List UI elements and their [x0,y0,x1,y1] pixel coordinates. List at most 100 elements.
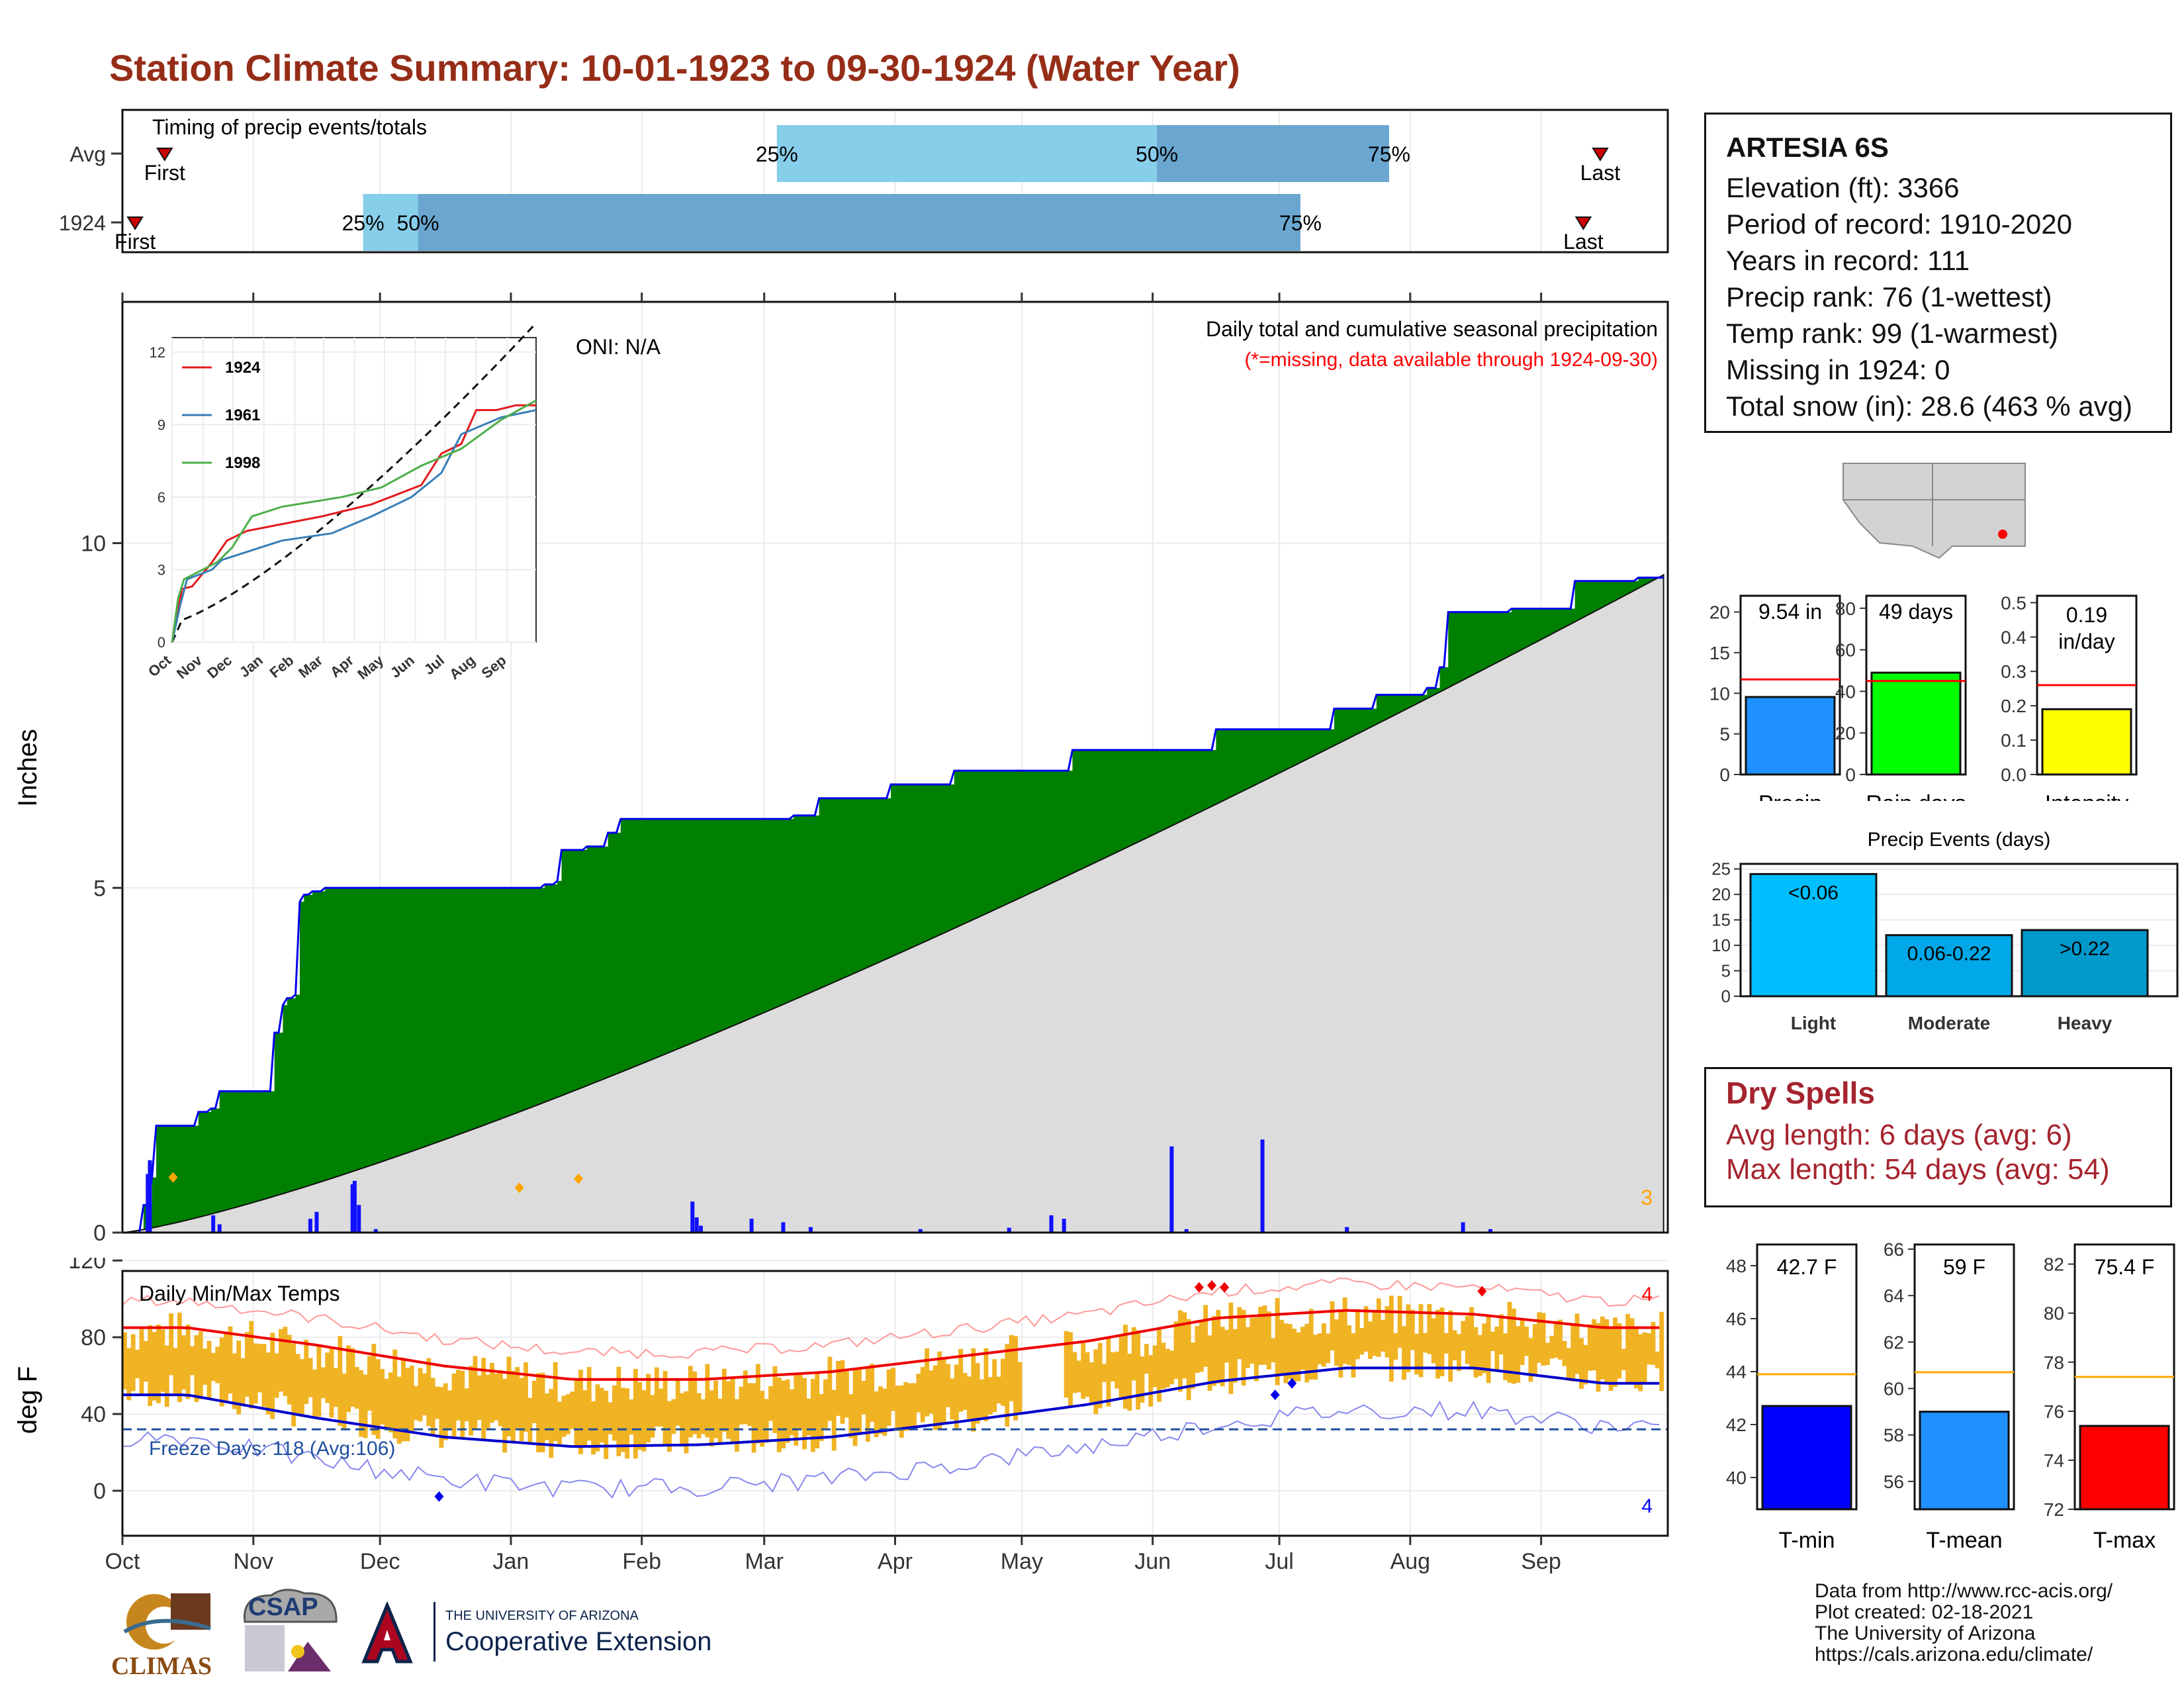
daily-temp-bar [1431,1318,1436,1364]
wetter-than-average-area [1406,694,1411,710]
daily-temp-bar [646,1374,651,1442]
daily-temp-bar [726,1381,731,1439]
month-tick-label: Oct [105,1549,140,1574]
wetter-than-average-area [827,798,833,986]
summary-rain-days-tick-label: 60 [1835,640,1856,661]
wetter-than-average-area [485,888,490,1125]
daily-temp-bar [325,1352,330,1403]
daily-temp-bar [198,1331,203,1399]
wetter-than-average-area [1177,749,1183,823]
wetter-than-average-area [810,815,815,993]
wetter-than-average-area [1537,608,1542,642]
wetter-than-average-area [506,888,512,1117]
daily-temp-bar [426,1358,432,1427]
inset-ytick-label: 9 [158,416,165,433]
temp-summary-bars: 40 42 44 46 48 42.7 F T-min 56 58 60 62 64 66 59 F T-m… [1726,1239,2175,1553]
wetter-than-average-area [527,888,533,1109]
daily-temp-bar [831,1389,837,1451]
daily-temp-bar [190,1346,195,1376]
wetter-than-average-area [291,998,296,1192]
wetter-than-average-area [1633,581,1639,591]
daily-temp-bar [148,1325,153,1406]
daily-precip-bar [749,1219,754,1233]
wetter-than-average-area [469,888,474,1131]
daily-temp-bar [210,1352,216,1382]
daily-temp-bar [557,1401,562,1446]
daily-temp-bar [1494,1327,1500,1370]
daily-temp-bar [135,1349,140,1379]
inset-legend-label: 1961 [225,406,260,424]
wetter-than-average-area [1123,749,1128,849]
daily-temp-bar [1549,1335,1555,1359]
summary-value-label: 9.54 in [1758,600,1822,624]
daily-temp-bar [966,1376,972,1419]
wetter-than-average-area [666,819,672,1054]
wetter-than-average-area [198,1111,203,1217]
daily-temp-bar [1246,1327,1250,1368]
daily-temp-bar [240,1358,246,1405]
wetter-than-average-area [1617,581,1622,600]
daily-temp-bar [1216,1309,1221,1384]
wetter-than-average-area [224,1091,229,1211]
temp-summary-tick-label: 76 [2044,1401,2064,1422]
daily-temp-bar [1613,1317,1617,1387]
daily-temp-bar [164,1345,169,1407]
wetter-than-average-area [295,994,300,1190]
wetter-than-average-area [481,888,486,1127]
daily-temp-bar [320,1367,326,1399]
daily-temp-bar [1321,1323,1326,1367]
daily-temp-bar [510,1370,516,1442]
daily-temp-bar [1363,1306,1369,1352]
wetter-than-average-area [1520,608,1525,651]
wetter-than-average-area [1443,667,1449,690]
daily-temp-bar [1195,1326,1200,1374]
daily-temp-bar [874,1391,879,1438]
daily-temp-bar [696,1393,702,1438]
wetter-than-average-area [578,849,583,1090]
daily-precip-bar [211,1215,216,1233]
daily-temp-bar [1177,1310,1183,1392]
wetter-than-average-area [1106,749,1111,858]
daily-temp-bar [1093,1349,1099,1415]
wetter-than-average-area [232,1091,237,1209]
daily-temp-bar [1587,1324,1592,1371]
daily-temp-bar [1287,1324,1293,1380]
daily-temp-bar [257,1344,263,1393]
wetter-than-average-area [1574,581,1580,622]
wetter-than-average-area [1165,749,1170,829]
events-tick-label: 20 [1711,884,1731,904]
wetter-than-average-area [1271,729,1276,778]
wetter-than-average-area [1583,581,1588,618]
month-tick-label: Sep [1521,1549,1561,1574]
daily-temp-bar [937,1351,942,1430]
daily-temp-bar [494,1373,499,1421]
wetter-than-average-area [797,815,803,998]
daily-temp-bar [1503,1333,1508,1380]
wetter-than-average-area [346,888,351,1174]
daily-temp-bar [536,1373,541,1453]
daily-temp-bar [819,1393,824,1441]
wetter-than-average-area [1482,612,1487,671]
temp-count-bottom: 4 [1641,1495,1653,1517]
precip-event-label: Light [1791,1013,1836,1033]
wetter-than-average-area [333,888,338,1178]
wetter-than-average-area [1140,749,1145,841]
events-tick-label: 15 [1711,910,1731,930]
daily-temp-bar [1448,1310,1453,1382]
station-name: ARTESIA 6S [1726,132,1889,163]
wetter-than-average-area [1300,729,1305,763]
daily-temp-bar [1376,1298,1381,1357]
wetter-than-average-area [1131,749,1136,845]
daily-temp-bar [1203,1305,1208,1367]
wetter-than-average-area [717,819,723,1033]
daily-temp-bar [126,1348,132,1401]
wetter-than-average-area [265,1091,271,1199]
summary-intensity-tick-label: 0.0 [2001,765,2026,785]
wetter-than-average-area [790,819,794,1002]
daily-temp-bar [1317,1333,1322,1365]
daily-precip-bar [694,1217,699,1233]
station-line: Years in record: 111 [1726,245,1970,276]
temp-ytick-label: 120 [68,1258,106,1274]
summary-precip-label: Precip [1758,791,1822,801]
daily-temp-bar [751,1383,756,1453]
